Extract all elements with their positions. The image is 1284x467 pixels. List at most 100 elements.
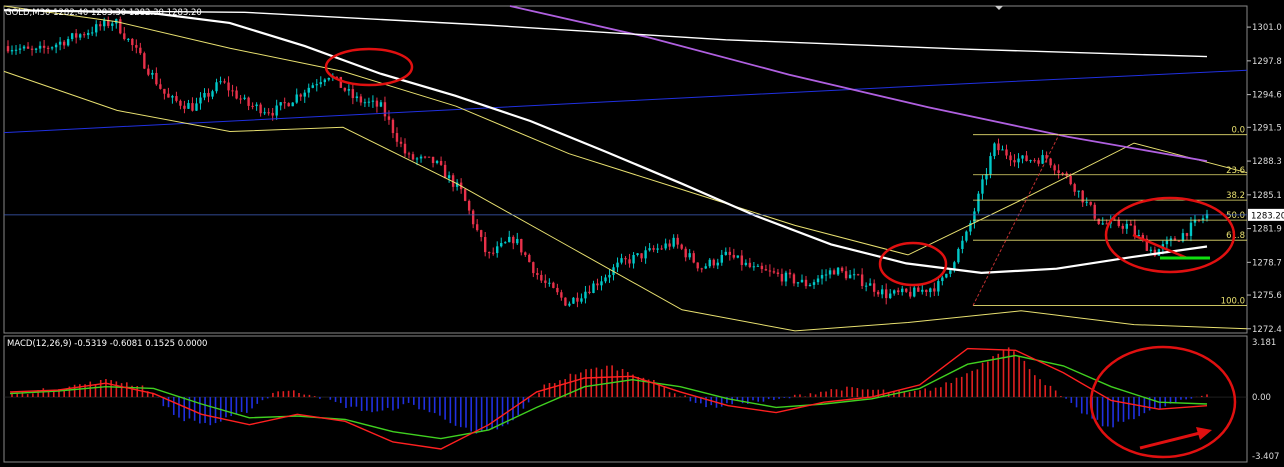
macd-tick-label: -3.407	[1252, 452, 1279, 462]
candle-body	[323, 79, 326, 83]
candle-body	[1057, 170, 1060, 174]
candle-body	[660, 248, 663, 250]
candle-body	[415, 158, 419, 160]
candle-body	[796, 282, 800, 284]
candle-body	[235, 90, 238, 99]
candle-body	[91, 32, 94, 34]
price-panel[interactable]: 0.0 23.6 38.2 50.0 61.8 100.0	[3, 5, 1248, 334]
candle-body	[1081, 190, 1084, 203]
candle-body	[520, 238, 523, 253]
candle-body	[993, 143, 996, 157]
candle-body	[752, 266, 756, 268]
candle-body	[167, 93, 170, 98]
candle-body	[636, 253, 639, 256]
candle-body	[299, 94, 302, 97]
candle-body	[435, 160, 439, 164]
candle-body	[1089, 201, 1092, 205]
macd-signal-line	[9, 354, 1208, 440]
candle-body	[608, 274, 611, 278]
candle-body	[295, 94, 298, 103]
candle-body	[70, 33, 74, 40]
candle-body	[14, 49, 18, 51]
candle-body	[937, 281, 940, 292]
price-axis: 1301.0 1297.8 1294.6 1291.5 1288.3 1285.1 1281…	[1247, 23, 1284, 462]
candle-body	[427, 156, 431, 158]
candle-body	[716, 262, 719, 266]
candle-body	[852, 274, 856, 276]
candle-body	[884, 289, 888, 299]
candle-body	[227, 82, 230, 91]
candle-body	[844, 271, 848, 279]
candle-body	[223, 81, 226, 83]
candle-body	[215, 82, 218, 92]
candle-body	[239, 98, 242, 100]
candle-body	[135, 45, 138, 48]
candle-body	[1105, 223, 1108, 225]
candle-body	[1133, 225, 1137, 236]
candle-body	[103, 20, 106, 27]
candle-body	[921, 289, 924, 292]
candle-body	[1129, 223, 1133, 226]
candle-body	[576, 297, 579, 302]
candle-body	[66, 39, 70, 46]
candle-body	[1053, 165, 1056, 171]
candle-body	[700, 268, 703, 270]
candle-body	[868, 283, 872, 286]
candle-body	[455, 182, 459, 187]
candle-body	[18, 48, 22, 50]
candle-body	[804, 279, 808, 287]
candle-body	[1041, 155, 1044, 164]
price-tick-label: 1297.8	[1252, 57, 1282, 67]
candle-body	[303, 92, 306, 97]
candle-body	[423, 156, 427, 158]
annotation-circle	[1089, 345, 1237, 459]
candle-body	[263, 112, 266, 114]
candle-body	[764, 269, 768, 271]
candle-body	[211, 91, 214, 97]
macd-tick-label: 0.00	[1252, 393, 1271, 403]
candle-body	[42, 45, 46, 48]
price-tick-label: 1288.3	[1252, 157, 1282, 167]
candle-body	[981, 179, 984, 194]
candle-body	[1013, 160, 1016, 163]
candle-body	[652, 248, 655, 250]
candle-body	[1177, 240, 1181, 242]
candle-body	[1025, 155, 1028, 161]
candle-body	[1033, 160, 1036, 162]
candle-body	[909, 291, 912, 297]
candle-body	[768, 270, 772, 272]
candle-body	[119, 19, 122, 34]
candle-body	[163, 88, 166, 94]
candle-body	[973, 211, 976, 223]
macd-panel-frame	[3, 335, 1248, 463]
candle-body	[139, 47, 142, 54]
symbol-info-label: GOLD,M30 1282.40 1283.30 1282.30 1283.20	[5, 8, 202, 18]
candle-body	[391, 119, 395, 134]
annotation-stroke	[1132, 233, 1188, 260]
candle-body	[893, 290, 896, 294]
candle-body	[600, 281, 603, 286]
candle-body	[1193, 219, 1197, 223]
candle-body	[500, 243, 503, 247]
candle-body	[367, 101, 371, 103]
trendline-blue	[3, 69, 1248, 134]
candle-body	[724, 251, 727, 255]
candle-body	[508, 236, 511, 243]
candle-body	[712, 259, 715, 266]
candle-body	[319, 82, 322, 85]
price-tick-label: 1294.6	[1252, 91, 1282, 101]
macd-panel[interactable]	[3, 335, 1248, 463]
candle-body	[439, 160, 443, 165]
candle-body	[696, 262, 699, 269]
candle-body	[836, 267, 840, 275]
candle-body	[524, 252, 527, 255]
candle-body	[231, 90, 234, 92]
scroll-marker-icon[interactable]	[995, 6, 1003, 10]
candle-body	[945, 273, 948, 278]
candle-body	[816, 278, 820, 283]
candle-body	[1009, 155, 1012, 161]
candle-body	[287, 103, 290, 107]
candle-body	[953, 262, 956, 271]
candle-body	[913, 287, 916, 297]
